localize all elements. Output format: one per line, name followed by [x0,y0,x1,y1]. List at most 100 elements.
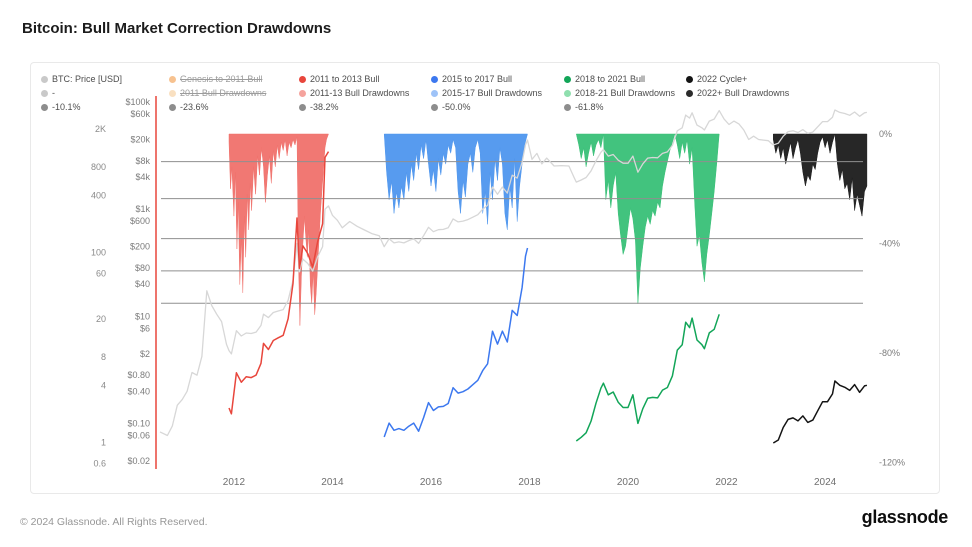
legend-dot-icon [41,89,48,97]
chart-canvas[interactable]: 2K 800 400 100 60 20 8 4 1 0.6 $100k $60k $20k $8k $4k… [31,63,939,493]
chart-legend: BTC: Price [USD] Genesis to 2011 Bull 2011… [31,63,939,119]
legend-item-label: -50.0% [442,102,471,112]
legend-item-label: 2015 to 2017 Bull [442,74,513,84]
outer-price-axis-label: 0.6 [93,459,106,469]
legend-item[interactable]: Genesis to 2011 Bull [169,73,262,85]
outer-price-axis-label: 800 [91,162,106,172]
x-axis-label: 2024 [814,477,837,488]
usd-price-axis-label: $0.06 [127,431,150,441]
drawdown-area [773,133,868,217]
usd-price-axis-label: $8k [135,156,150,166]
legend-dot-icon [431,75,438,83]
legend-dot-icon [299,75,306,83]
legend-item[interactable]: 2015 to 2017 Bull [431,73,512,85]
legend-item-label: 2018-21 Bull Drawdowns [575,88,676,98]
legend-item[interactable]: -50.0% [431,101,471,113]
x-axis-label: 2016 [420,477,443,488]
legend-item-label: 2022 Cycle+ [697,74,748,84]
outer-price-axis-label: 100 [91,248,106,258]
usd-price-axis-label: $1k [135,204,150,214]
legend-dot-icon [299,89,306,97]
usd-price-axis-label: $60k [130,109,150,119]
usd-price-axis-label: $0.40 [127,386,150,396]
legend-item[interactable]: -10.1% [41,101,81,113]
legend-item[interactable]: 2022+ Bull Drawdowns [686,87,789,99]
legend-dot-icon [686,89,693,97]
x-axis-label: 2020 [617,477,640,488]
bull-price-line [383,247,529,438]
footer-copyright: © 2024 Glassnode. All Rights Reserved. [20,516,208,528]
legend-item[interactable]: -23.6% [169,101,209,113]
drawdown-axis-label: -120% [879,458,905,468]
usd-price-axis-label: $4k [135,172,150,182]
legend-item[interactable]: -38.2% [299,101,339,113]
legend-item-label: -61.8% [575,102,604,112]
usd-price-axis-label: $6 [140,323,150,333]
x-axis-label: 2014 [321,477,344,488]
usd-price-axis-label: $2 [140,349,150,359]
legend-item-label: -23.6% [180,102,209,112]
drawdown-axis-label: -40% [879,239,900,249]
drawdown-axis-label: 0% [879,129,892,139]
legend-dot-icon [41,103,48,111]
outer-price-axis-label: 60 [96,269,106,279]
legend-dot-icon [169,103,176,111]
legend-item-label: -38.2% [310,102,339,112]
legend-dot-icon [431,89,438,97]
legend-dot-icon [564,89,571,97]
legend-item-label: 2018 to 2021 Bull [575,74,646,84]
legend-item-label: Genesis to 2011 Bull [180,74,263,84]
outer-price-axis-label: 20 [96,314,106,324]
legend-item[interactable]: 2022 Cycle+ [686,73,747,85]
usd-price-axis-label: $100k [125,97,150,107]
legend-dot-icon [564,75,571,83]
legend-item[interactable]: 2018 to 2021 Bull [564,73,645,85]
x-axis-label: 2022 [715,477,738,488]
page-title: Bitcoin: Bull Market Correction Drawdown… [22,20,332,37]
x-axis-label: 2018 [518,477,541,488]
legend-item[interactable]: -61.8% [564,101,604,113]
drawdown-area [383,133,528,230]
outer-price-axis-label: 2K [95,124,106,134]
legend-item-label: 2011-13 Bull Drawdowns [310,88,410,98]
legend-item[interactable]: 2011 to 2013 Bull [299,73,379,85]
bull-price-line [228,151,330,415]
usd-price-axis-label: $80 [135,263,150,273]
legend-dot-icon [41,75,48,83]
legend-dot-icon [169,89,176,97]
usd-price-axis-label: $600 [130,216,150,226]
outer-price-axis-label: 4 [101,380,106,390]
drawdown-area [575,133,720,304]
usd-price-axis-label: $20k [130,135,150,145]
drawdown-area [228,133,329,326]
legend-item-label: 2015-17 Bull Drawdowns [442,88,543,98]
usd-price-axis-label: $10 [135,311,150,321]
legend-item[interactable]: 2011-13 Bull Drawdowns [299,87,409,99]
legend-item[interactable]: 2018-21 Bull Drawdowns [564,87,675,99]
legend-item[interactable]: 2015-17 Bull Drawdowns [431,87,542,99]
drawdown-axis-label: -80% [879,348,900,358]
usd-price-axis-label: $0.02 [127,456,150,466]
bull-price-line [575,314,720,442]
legend-dot-icon [564,103,571,111]
legend-item-label: - [52,88,55,98]
usd-price-axis-label: $40 [135,279,150,289]
legend-dot-icon [431,103,438,111]
legend-item-label: 2011 Bull Drawdowns [180,88,267,98]
outer-price-axis-label: 400 [91,190,106,200]
outer-price-axis-label: 1 [101,438,106,448]
legend-dot-icon [169,75,176,83]
outer-price-axis-label: 8 [101,352,106,362]
btc-price-line [159,109,868,437]
bull-price-line [772,380,868,444]
legend-dot-icon [686,75,693,83]
x-axis-label: 2012 [223,477,246,488]
legend-item[interactable]: - [41,87,55,99]
usd-price-axis-label: $200 [130,242,150,252]
usd-price-axis-label: $0.80 [127,370,150,380]
glassnode-logo[interactable]: glassnode [861,507,949,527]
chart-card: 2K 800 400 100 60 20 8 4 1 0.6 $100k $60k $20k $8k $4k… [30,62,940,494]
legend-item[interactable]: 2011 Bull Drawdowns [169,87,266,99]
legend-item[interactable]: BTC: Price [USD] [41,73,122,85]
